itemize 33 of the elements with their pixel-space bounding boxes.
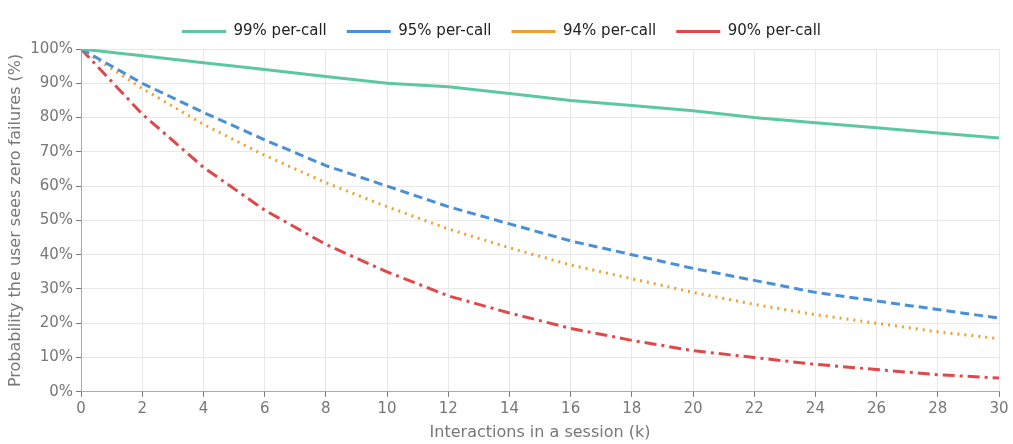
- x-tick-label: 26: [867, 398, 887, 417]
- y-tick-label: 40%: [39, 244, 74, 263]
- y-tick-label: 10%: [39, 347, 74, 366]
- x-tick-label: 6: [259, 398, 270, 417]
- legend-label: 99% per-call: [233, 21, 327, 40]
- legend-label: 90% per-call: [727, 21, 822, 40]
- y-axis-title: Probability the user sees zero failures (%): [4, 53, 24, 388]
- x-tick-label: 24: [805, 398, 825, 417]
- x-tick-label: 12: [438, 398, 458, 417]
- x-tick-label: 8: [321, 398, 331, 417]
- x-axis-title: Interactions in a session (k): [429, 421, 651, 441]
- x-tick-label: 10: [377, 398, 397, 417]
- y-tick-label: 100%: [30, 38, 74, 57]
- y-tick-label: 0%: [49, 381, 74, 400]
- y-tick-label: 80%: [39, 107, 74, 126]
- x-tick-label: 2: [137, 398, 148, 417]
- x-tick-label: 20: [683, 398, 703, 417]
- y-tick-label: 30%: [39, 278, 74, 297]
- x-tick-label: 4: [198, 398, 209, 417]
- legend-label: 95% per-call: [398, 21, 492, 40]
- x-tick-label: 22: [744, 398, 764, 417]
- y-tick-label: 50%: [39, 210, 74, 229]
- x-tick-label: 18: [622, 398, 642, 417]
- x-tick-label: 0: [76, 398, 86, 417]
- x-tick-label: 16: [561, 398, 581, 417]
- legend-label: 94% per-call: [563, 21, 657, 40]
- x-tick-label: 30: [989, 398, 1009, 417]
- y-tick-label: 60%: [39, 176, 74, 195]
- x-tick-label: 28: [928, 398, 948, 417]
- y-tick-label: 20%: [39, 313, 74, 332]
- x-tick-label: 14: [499, 398, 519, 417]
- y-tick-label: 70%: [39, 141, 74, 160]
- y-tick-label: 90%: [39, 73, 74, 92]
